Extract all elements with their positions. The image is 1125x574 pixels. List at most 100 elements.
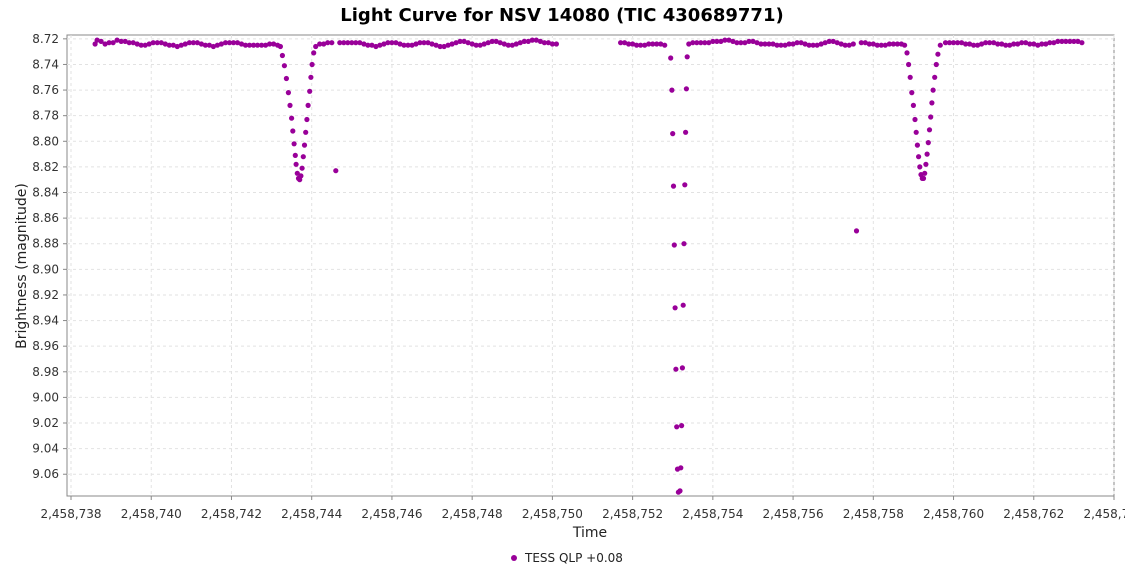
data-point — [162, 41, 168, 47]
data-point — [950, 40, 957, 46]
data-point — [786, 41, 792, 47]
data-point — [790, 41, 796, 47]
data-point — [826, 38, 832, 45]
legend: TESS QLP +0.08 — [511, 551, 623, 565]
data-point — [870, 41, 876, 47]
data-point — [277, 43, 283, 50]
data-point — [293, 161, 299, 167]
data-point — [365, 42, 371, 48]
data-point — [545, 40, 552, 46]
y-tick-label: 8.92 — [32, 288, 59, 302]
data-point — [1079, 40, 1085, 46]
data-point — [842, 42, 848, 48]
data-point — [417, 40, 423, 46]
data-point — [680, 302, 686, 308]
data-point — [866, 41, 872, 47]
x-tick-label: 2,458,748 — [442, 507, 503, 521]
data-point — [178, 42, 184, 48]
data-point — [333, 168, 339, 174]
data-point — [1055, 38, 1061, 45]
data-point — [246, 42, 253, 48]
data-point — [909, 90, 915, 96]
data-point — [932, 74, 938, 80]
data-point — [289, 115, 295, 121]
data-point — [806, 42, 812, 48]
data-point — [758, 41, 764, 47]
data-point — [513, 41, 519, 47]
y-tick-label: 8.90 — [32, 262, 59, 276]
data-point — [634, 42, 640, 48]
data-point — [218, 41, 224, 47]
data-point — [920, 175, 927, 181]
data-point — [630, 41, 636, 47]
data-point — [413, 41, 419, 47]
data-point — [517, 40, 523, 46]
data-point — [774, 42, 780, 48]
data-point — [987, 40, 993, 46]
data-point — [110, 40, 116, 46]
data-point — [329, 40, 335, 46]
data-point — [907, 74, 913, 80]
data-point — [210, 43, 216, 50]
data-point — [541, 40, 548, 46]
data-point — [698, 40, 704, 46]
data-point — [285, 90, 291, 96]
y-tick-label: 8.94 — [32, 314, 59, 328]
data-point — [457, 38, 463, 45]
x-tick-label: 2,458,744 — [281, 507, 342, 521]
data-point — [130, 40, 136, 46]
data-point — [930, 87, 936, 93]
data-point — [1015, 41, 1021, 47]
y-tick-label: 8.74 — [32, 57, 59, 71]
data-point — [798, 40, 804, 46]
data-point — [778, 42, 784, 48]
data-point — [922, 170, 928, 176]
data-point — [267, 41, 273, 47]
data-point — [401, 42, 407, 48]
data-point — [194, 40, 200, 46]
data-point — [942, 40, 949, 46]
data-point — [182, 41, 188, 47]
data-point — [686, 41, 692, 47]
y-tick-label: 8.72 — [32, 32, 59, 46]
data-point — [300, 154, 306, 160]
data-point — [234, 40, 241, 46]
x-tick-label: 2,458,742 — [201, 507, 262, 521]
data-point — [304, 116, 310, 123]
data-point — [1047, 40, 1053, 46]
data-point — [878, 42, 884, 48]
data-point — [166, 42, 172, 48]
data-point — [226, 40, 233, 46]
data-point — [975, 42, 981, 48]
x-tick-label: 2,458,758 — [843, 507, 904, 521]
y-tick-label: 8.86 — [32, 211, 59, 225]
data-point — [421, 40, 427, 46]
data-point — [308, 74, 314, 80]
data-point — [702, 40, 708, 46]
data-point — [291, 141, 297, 147]
data-point — [677, 488, 683, 494]
data-point — [830, 38, 836, 45]
data-point — [202, 42, 208, 48]
data-point — [814, 42, 820, 48]
data-point — [142, 42, 148, 48]
data-point — [914, 142, 921, 148]
data-point — [445, 42, 451, 48]
data-point — [473, 42, 479, 48]
x-tick-label: 2,458,760 — [923, 507, 984, 521]
data-point — [369, 42, 375, 48]
y-tick-label: 8.88 — [32, 237, 59, 251]
data-point — [959, 40, 965, 46]
data-point — [946, 40, 953, 46]
data-point — [929, 100, 935, 106]
data-point — [995, 41, 1001, 47]
data-point — [94, 37, 100, 43]
data-point — [317, 41, 323, 47]
data-point — [1023, 40, 1029, 46]
data-point — [730, 38, 736, 45]
data-point — [718, 38, 724, 45]
data-point — [158, 40, 164, 46]
data-point — [967, 41, 973, 47]
data-point — [485, 40, 491, 46]
data-point — [1003, 42, 1009, 48]
